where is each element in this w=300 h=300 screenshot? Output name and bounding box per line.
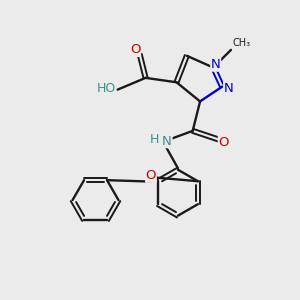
Text: H: H bbox=[150, 133, 159, 146]
Text: O: O bbox=[146, 169, 156, 182]
Text: O: O bbox=[130, 44, 140, 56]
Text: N: N bbox=[224, 82, 233, 95]
Text: O: O bbox=[218, 136, 229, 149]
Text: N: N bbox=[211, 58, 220, 71]
Text: N: N bbox=[162, 135, 172, 148]
Text: HO: HO bbox=[97, 82, 116, 95]
Text: CH₃: CH₃ bbox=[232, 38, 250, 48]
